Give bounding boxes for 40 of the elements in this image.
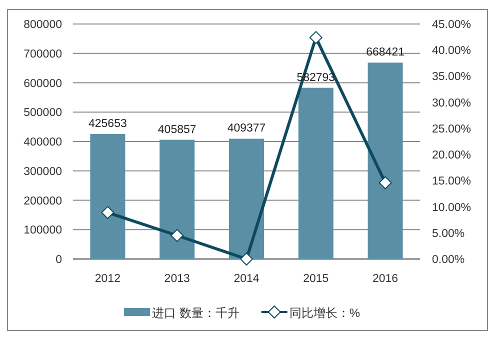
y-tick-label: 100000 bbox=[24, 224, 62, 237]
y2-tick-label: 40.00% bbox=[432, 45, 472, 58]
x-tick-label: 2013 bbox=[164, 273, 190, 285]
x-tick-label: 2014 bbox=[234, 273, 260, 285]
bar bbox=[368, 62, 403, 259]
data-label: 425653 bbox=[88, 118, 127, 130]
y2-tick-label: 15.00% bbox=[432, 176, 472, 188]
y-tick-label: 700000 bbox=[24, 48, 62, 60]
y-tick-label: 400000 bbox=[24, 136, 62, 148]
y2-tick-label: 30.00% bbox=[432, 97, 472, 110]
y-tick-label: 800000 bbox=[24, 19, 62, 31]
legend-label: 同比增长：% bbox=[289, 306, 360, 320]
y2-tick-label: 0.00% bbox=[432, 254, 465, 266]
legend-label: 进口 数量：千升 bbox=[152, 306, 240, 320]
data-label: 405857 bbox=[158, 124, 196, 136]
data-label: 668421 bbox=[366, 46, 404, 59]
y-tick-label: 0 bbox=[56, 254, 62, 266]
y2-tick-label: 10.00% bbox=[432, 202, 472, 214]
bar bbox=[298, 88, 334, 259]
data-label: 409377 bbox=[227, 122, 266, 135]
x-tick-label: 2015 bbox=[303, 273, 329, 285]
y2-tick-label: 35.00% bbox=[432, 71, 472, 84]
y2-tick-label: 5.00% bbox=[432, 228, 465, 240]
y-tick-label: 200000 bbox=[24, 195, 62, 208]
x-tick-label: 2012 bbox=[94, 273, 120, 285]
point bbox=[170, 229, 184, 242]
point bbox=[101, 206, 114, 220]
x-tick-label: 2016 bbox=[372, 273, 398, 285]
point bbox=[240, 252, 253, 266]
point bbox=[309, 31, 322, 44]
bar bbox=[90, 134, 126, 259]
bar bbox=[229, 138, 264, 259]
y2-tick-label: 25.00% bbox=[432, 123, 472, 136]
y-tick-label: 500000 bbox=[24, 107, 62, 120]
y2-tick-label: 45.00% bbox=[432, 19, 472, 31]
y2-tick-label: 20.00% bbox=[432, 150, 472, 162]
bar bbox=[160, 140, 195, 259]
y-tick-label: 300000 bbox=[24, 166, 62, 178]
y-tick-label: 600000 bbox=[24, 78, 62, 90]
point bbox=[378, 176, 392, 190]
